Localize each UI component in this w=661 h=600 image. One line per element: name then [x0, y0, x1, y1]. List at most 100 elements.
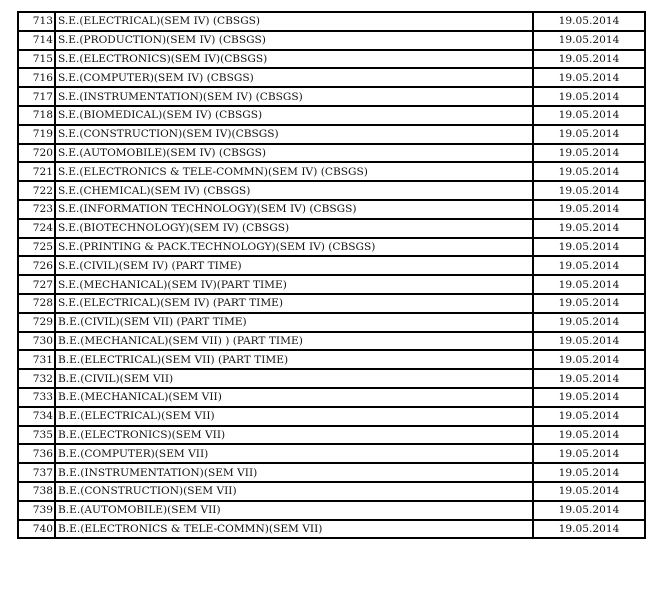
table-row: 738 B.E.(CONSTRUCTION)(SEM VII) 19.05.2014 [17, 480, 646, 502]
exam-date: 19.05.2014 [532, 349, 646, 371]
row-number: 729 [17, 311, 56, 333]
course-name: B.E.(CONSTRUCTION)(SEM VII) [54, 480, 534, 502]
row-number: 715 [17, 48, 56, 70]
table-row: 730 B.E.(MECHANICAL)(SEM VII) ) (PART TIM… [17, 330, 646, 352]
exam-date: 19.05.2014 [532, 480, 646, 502]
table-row: 724 S.E.(BIOTECHNOLOGY)(SEM IV) (CBSGS) 19… [17, 217, 646, 239]
table-row: 739 B.E.(AUTOMOBILE)(SEM VII) 19.05.2014 [17, 499, 646, 521]
table-row: 722 S.E.(CHEMICAL)(SEM IV) (CBSGS) 19.05.2… [17, 180, 646, 201]
table-row: 725 S.E.(PRINTING & PACK.TECHNOLOGY)(SEM … [17, 236, 646, 258]
course-name: B.E.(CIVIL)(SEM VII) (PART TIME) [54, 311, 534, 333]
exam-date: 19.05.2014 [532, 274, 646, 295]
table-row: 723 S.E.(INFORMATION TECHNOLOGY)(SEM IV) … [17, 198, 646, 220]
course-name: S.E.(PRODUCTION)(SEM IV) (CBSGS) [54, 29, 534, 51]
row-number: 720 [17, 142, 56, 164]
exam-date: 19.05.2014 [532, 292, 646, 314]
course-name: S.E.(ELECTRONICS)(SEM IV)(CBSGS) [54, 48, 534, 70]
row-number: 731 [17, 349, 56, 371]
table-row: 713 S.E.(ELECTRICAL)(SEM IV) (CBSGS) 19.05… [17, 11, 646, 32]
table-row: 717 S.E.(INSTRUMENTATION)(SEM IV) (CBSGS)… [17, 86, 646, 107]
table-row: 714 S.E.(PRODUCTION)(SEM IV) (CBSGS) 19.05… [17, 29, 646, 51]
course-name: B.E.(ELECTRICAL)(SEM VII) (PART TIME) [54, 349, 534, 371]
exam-date: 19.05.2014 [532, 11, 646, 32]
exam-date: 19.05.2014 [532, 48, 646, 70]
row-number: 737 [17, 462, 56, 483]
course-name: S.E.(PRINTING & PACK.TECHNOLOGY)(SEM IV)… [54, 236, 534, 258]
exam-date: 19.05.2014 [532, 236, 646, 258]
course-name: S.E.(MECHANICAL)(SEM IV)(PART TIME) [54, 274, 534, 295]
table-row: 727 S.E.(MECHANICAL)(SEM IV)(PART TIME) 19… [17, 274, 646, 295]
row-number: 739 [17, 499, 56, 521]
table-row: 720 S.E.(AUTOMOBILE)(SEM IV) (CBSGS) 19.05… [17, 142, 646, 164]
table-row: 718 S.E.(BIOMEDICAL)(SEM IV) (CBSGS) 19.05… [17, 104, 646, 126]
schedule-table-body: 713 S.E.(ELECTRICAL)(SEM IV) (CBSGS) 19.05… [17, 11, 646, 540]
row-number: 732 [17, 368, 56, 389]
row-number: 723 [17, 198, 56, 220]
course-name: S.E.(CHEMICAL)(SEM IV) (CBSGS) [54, 180, 534, 201]
row-number: 721 [17, 161, 56, 183]
course-name: B.E.(ELECTRICAL)(SEM VII) [54, 405, 534, 427]
row-number: 722 [17, 180, 56, 201]
exam-date: 19.05.2014 [532, 386, 646, 408]
exam-date: 19.05.2014 [532, 217, 646, 239]
exam-date: 19.05.2014 [532, 180, 646, 201]
course-name: S.E.(CONSTRUCTION)(SEM IV)(CBSGS) [54, 123, 534, 145]
table-row: 734 B.E.(ELECTRICAL)(SEM VII) 19.05.2014 [17, 405, 646, 427]
row-number: 713 [17, 11, 56, 32]
exam-date: 19.05.2014 [532, 104, 646, 126]
exam-date: 19.05.2014 [532, 198, 646, 220]
row-number: 727 [17, 274, 56, 295]
row-number: 733 [17, 386, 56, 408]
table-row: 721 S.E.(ELECTRONICS & TELE-COMMN)(SEM IV… [17, 161, 646, 183]
table-row: 728 S.E.(ELECTRICAL)(SEM IV) (PART TIME) 1… [17, 292, 646, 314]
exam-date: 19.05.2014 [532, 499, 646, 521]
row-number: 734 [17, 405, 56, 427]
table-row: 726 S.E.(CIVIL)(SEM IV) (PART TIME) 19.05.… [17, 255, 646, 277]
exam-date: 19.05.2014 [532, 311, 646, 333]
exam-date: 19.05.2014 [532, 29, 646, 51]
row-number: 736 [17, 443, 56, 465]
row-number: 716 [17, 67, 56, 89]
exam-date: 19.05.2014 [532, 255, 646, 277]
table-row: 733 B.E.(MECHANICAL)(SEM VII) 19.05.2014 [17, 386, 646, 408]
row-number: 740 [17, 518, 56, 540]
exam-date: 19.05.2014 [532, 142, 646, 164]
exam-date: 19.05.2014 [532, 424, 646, 446]
course-name: B.E.(MECHANICAL)(SEM VII) [54, 386, 534, 408]
row-number: 738 [17, 480, 56, 502]
table-row: 732 B.E.(CIVIL)(SEM VII) 19.05.2014 [17, 368, 646, 389]
course-name: B.E.(AUTOMOBILE)(SEM VII) [54, 499, 534, 521]
schedule-table: 713 S.E.(ELECTRICAL)(SEM IV) (CBSGS) 19.05… [17, 11, 646, 540]
row-number: 728 [17, 292, 56, 314]
table-row: 715 S.E.(ELECTRONICS)(SEM IV)(CBSGS) 19.05… [17, 48, 646, 70]
course-name: B.E.(MECHANICAL)(SEM VII) ) (PART TIME) [54, 330, 534, 352]
course-name: S.E.(BIOMEDICAL)(SEM IV) (CBSGS) [54, 104, 534, 126]
table-row: 729 B.E.(CIVIL)(SEM VII) (PART TIME) 19.05… [17, 311, 646, 333]
table-row: 737 B.E.(INSTRUMENTATION)(SEM VII) 19.05.2… [17, 462, 646, 483]
course-name: B.E.(COMPUTER)(SEM VII) [54, 443, 534, 465]
table-row: 716 S.E.(COMPUTER)(SEM IV) (CBSGS) 19.05.2… [17, 67, 646, 89]
course-name: S.E.(ELECTRICAL)(SEM IV) (PART TIME) [54, 292, 534, 314]
course-name: B.E.(INSTRUMENTATION)(SEM VII) [54, 462, 534, 483]
course-name: S.E.(COMPUTER)(SEM IV) (CBSGS) [54, 67, 534, 89]
exam-date: 19.05.2014 [532, 67, 646, 89]
exam-date: 19.05.2014 [532, 405, 646, 427]
exam-date: 19.05.2014 [532, 443, 646, 465]
course-name: S.E.(ELECTRONICS & TELE-COMMN)(SEM IV) (… [54, 161, 534, 183]
row-number: 724 [17, 217, 56, 239]
course-name: S.E.(CIVIL)(SEM IV) (PART TIME) [54, 255, 534, 277]
table-row: 731 B.E.(ELECTRICAL)(SEM VII) (PART TIME)… [17, 349, 646, 371]
row-number: 725 [17, 236, 56, 258]
row-number: 730 [17, 330, 56, 352]
table-row: 719 S.E.(CONSTRUCTION)(SEM IV)(CBSGS) 19.0… [17, 123, 646, 145]
row-number: 735 [17, 424, 56, 446]
exam-date: 19.05.2014 [532, 518, 646, 540]
exam-date: 19.05.2014 [532, 86, 646, 107]
course-name: B.E.(CIVIL)(SEM VII) [54, 368, 534, 389]
course-name: B.E.(ELECTRONICS)(SEM VII) [54, 424, 534, 446]
course-name: S.E.(INSTRUMENTATION)(SEM IV) (CBSGS) [54, 86, 534, 107]
course-name: B.E.(ELECTRONICS & TELE-COMMN)(SEM VII) [54, 518, 534, 540]
exam-date: 19.05.2014 [532, 368, 646, 389]
row-number: 714 [17, 29, 56, 51]
exam-date: 19.05.2014 [532, 330, 646, 352]
